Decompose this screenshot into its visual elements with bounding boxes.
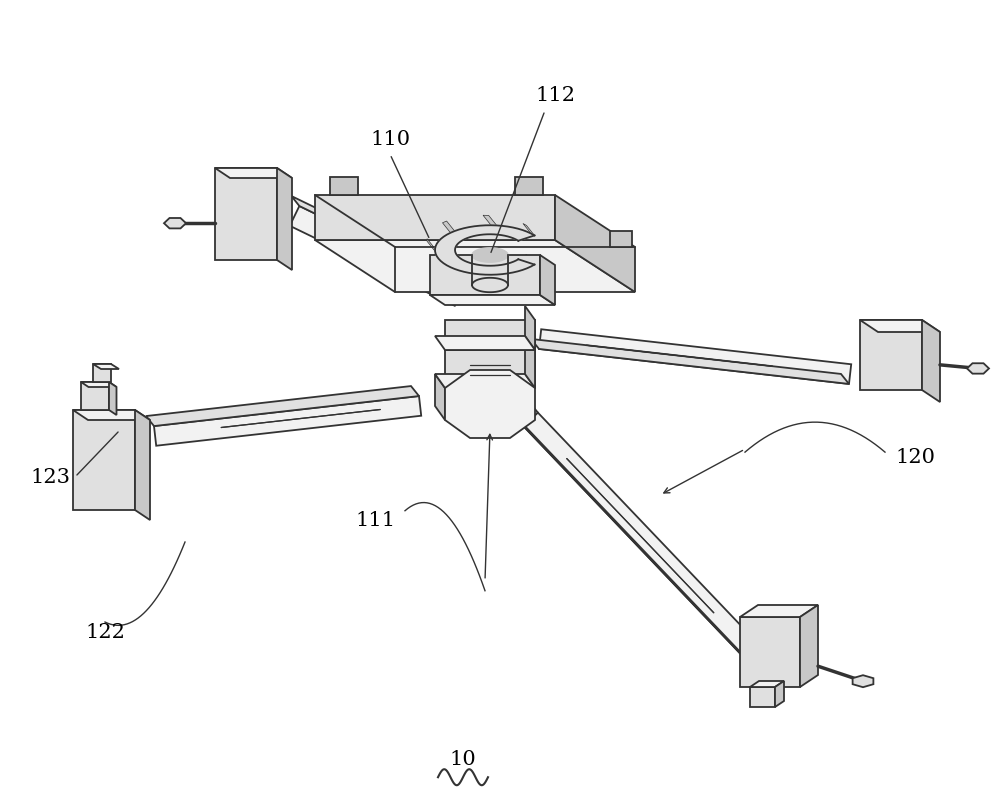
Polygon shape xyxy=(483,215,497,226)
Polygon shape xyxy=(515,402,538,426)
Polygon shape xyxy=(610,231,632,247)
Polygon shape xyxy=(860,320,940,332)
Polygon shape xyxy=(81,382,109,410)
Polygon shape xyxy=(472,277,508,293)
Polygon shape xyxy=(109,382,117,415)
Polygon shape xyxy=(442,258,455,269)
Polygon shape xyxy=(430,295,555,305)
Text: 112: 112 xyxy=(535,86,575,105)
Polygon shape xyxy=(146,386,419,426)
Polygon shape xyxy=(435,225,534,275)
Polygon shape xyxy=(525,336,535,388)
Polygon shape xyxy=(445,370,535,438)
Polygon shape xyxy=(531,339,849,384)
Polygon shape xyxy=(430,255,540,295)
Polygon shape xyxy=(967,363,989,374)
Polygon shape xyxy=(525,306,535,350)
Polygon shape xyxy=(81,382,117,387)
Polygon shape xyxy=(93,364,111,382)
Polygon shape xyxy=(539,329,851,384)
Polygon shape xyxy=(740,605,818,617)
Polygon shape xyxy=(291,196,464,286)
Polygon shape xyxy=(427,238,435,251)
Polygon shape xyxy=(472,248,508,293)
Polygon shape xyxy=(922,320,940,402)
Polygon shape xyxy=(750,687,775,707)
Polygon shape xyxy=(73,410,150,420)
Polygon shape xyxy=(154,396,421,446)
Polygon shape xyxy=(750,681,784,687)
Polygon shape xyxy=(515,417,768,683)
Polygon shape xyxy=(290,206,464,306)
Polygon shape xyxy=(330,177,358,195)
Polygon shape xyxy=(775,681,784,707)
Text: 122: 122 xyxy=(85,622,125,642)
Polygon shape xyxy=(853,675,873,687)
Polygon shape xyxy=(442,221,455,233)
Polygon shape xyxy=(523,413,783,683)
Polygon shape xyxy=(515,177,543,195)
Polygon shape xyxy=(315,195,555,240)
Polygon shape xyxy=(540,255,555,305)
Polygon shape xyxy=(483,265,497,275)
Polygon shape xyxy=(135,410,150,520)
Polygon shape xyxy=(215,168,277,260)
Polygon shape xyxy=(523,223,534,235)
Polygon shape xyxy=(435,374,535,388)
Polygon shape xyxy=(93,364,119,369)
Polygon shape xyxy=(435,336,535,350)
Polygon shape xyxy=(215,168,292,178)
Polygon shape xyxy=(315,240,635,292)
Polygon shape xyxy=(740,617,800,687)
Polygon shape xyxy=(435,374,445,420)
Polygon shape xyxy=(555,195,635,292)
Polygon shape xyxy=(800,605,818,687)
Polygon shape xyxy=(164,218,186,228)
Text: 120: 120 xyxy=(895,448,935,467)
Polygon shape xyxy=(445,320,535,350)
Polygon shape xyxy=(860,320,922,390)
Polygon shape xyxy=(277,168,292,270)
Text: 123: 123 xyxy=(30,467,70,487)
Text: 111: 111 xyxy=(355,511,395,530)
Text: 10: 10 xyxy=(450,750,476,769)
Polygon shape xyxy=(73,410,135,510)
Text: 110: 110 xyxy=(370,130,410,149)
Polygon shape xyxy=(445,350,535,388)
Polygon shape xyxy=(523,254,534,266)
